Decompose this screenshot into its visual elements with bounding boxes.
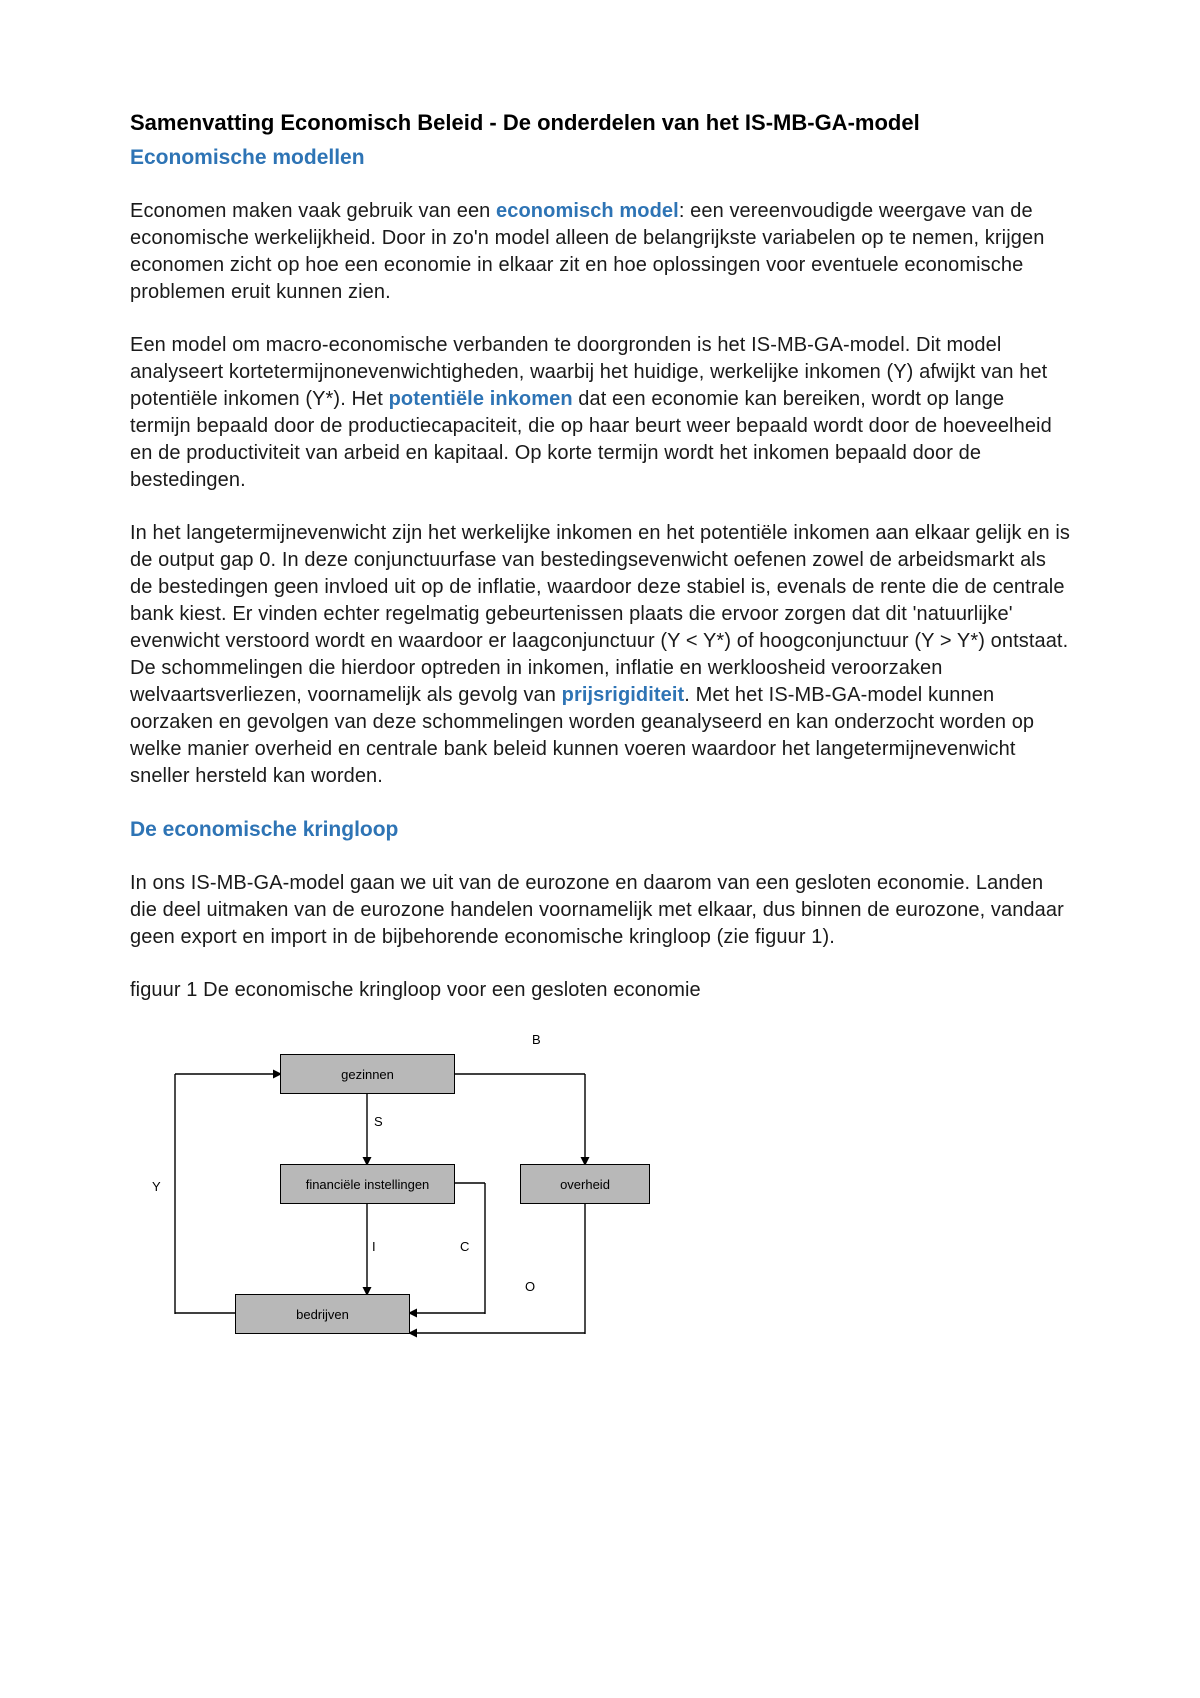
document-page: Samenvatting Economisch Beleid - De onde… xyxy=(0,0,1200,1698)
node-overheid: overheid xyxy=(520,1164,650,1204)
edge-label-O: O xyxy=(525,1279,535,1294)
paragraph-2: Een model om macro-economische verbanden… xyxy=(130,332,1070,494)
term-potentiele-inkomen: potentiële inkomen xyxy=(389,388,573,410)
edge-label-C: C xyxy=(460,1239,469,1254)
section-heading-models: Economische modellen xyxy=(130,146,1070,170)
node-bedrijven: bedrijven xyxy=(235,1294,410,1334)
edge-label-B: B xyxy=(532,1032,541,1047)
edge-label-Y: Y xyxy=(152,1179,161,1194)
page-title: Samenvatting Economisch Beleid - De onde… xyxy=(130,110,1070,136)
edge-label-S: S xyxy=(374,1114,383,1129)
figure-caption: figuur 1 De economische kringloop voor e… xyxy=(130,977,1070,1004)
edge-label-I: I xyxy=(372,1239,376,1254)
para1-text-a: Economen maken vaak gebruik van een xyxy=(130,200,496,222)
para3-text-a: In het langetermijnevenwicht zijn het we… xyxy=(130,522,1070,706)
node-gezinnen: gezinnen xyxy=(280,1054,455,1094)
economic-circuit-diagram: gezinnen financiële instellingen overheid b… xyxy=(140,1024,700,1364)
paragraph-3: In het langetermijnevenwicht zijn het we… xyxy=(130,520,1070,790)
term-economisch-model: economisch model xyxy=(496,200,679,222)
paragraph-1: Economen maken vaak gebruik van een econ… xyxy=(130,198,1070,306)
node-fin: financiële instellingen xyxy=(280,1164,455,1204)
term-prijsrigiditeit: prijsrigiditeit xyxy=(562,684,685,706)
section-heading-kringloop: De economische kringloop xyxy=(130,818,1070,842)
paragraph-4: In ons IS-MB-GA-model gaan we uit van de… xyxy=(130,870,1070,951)
